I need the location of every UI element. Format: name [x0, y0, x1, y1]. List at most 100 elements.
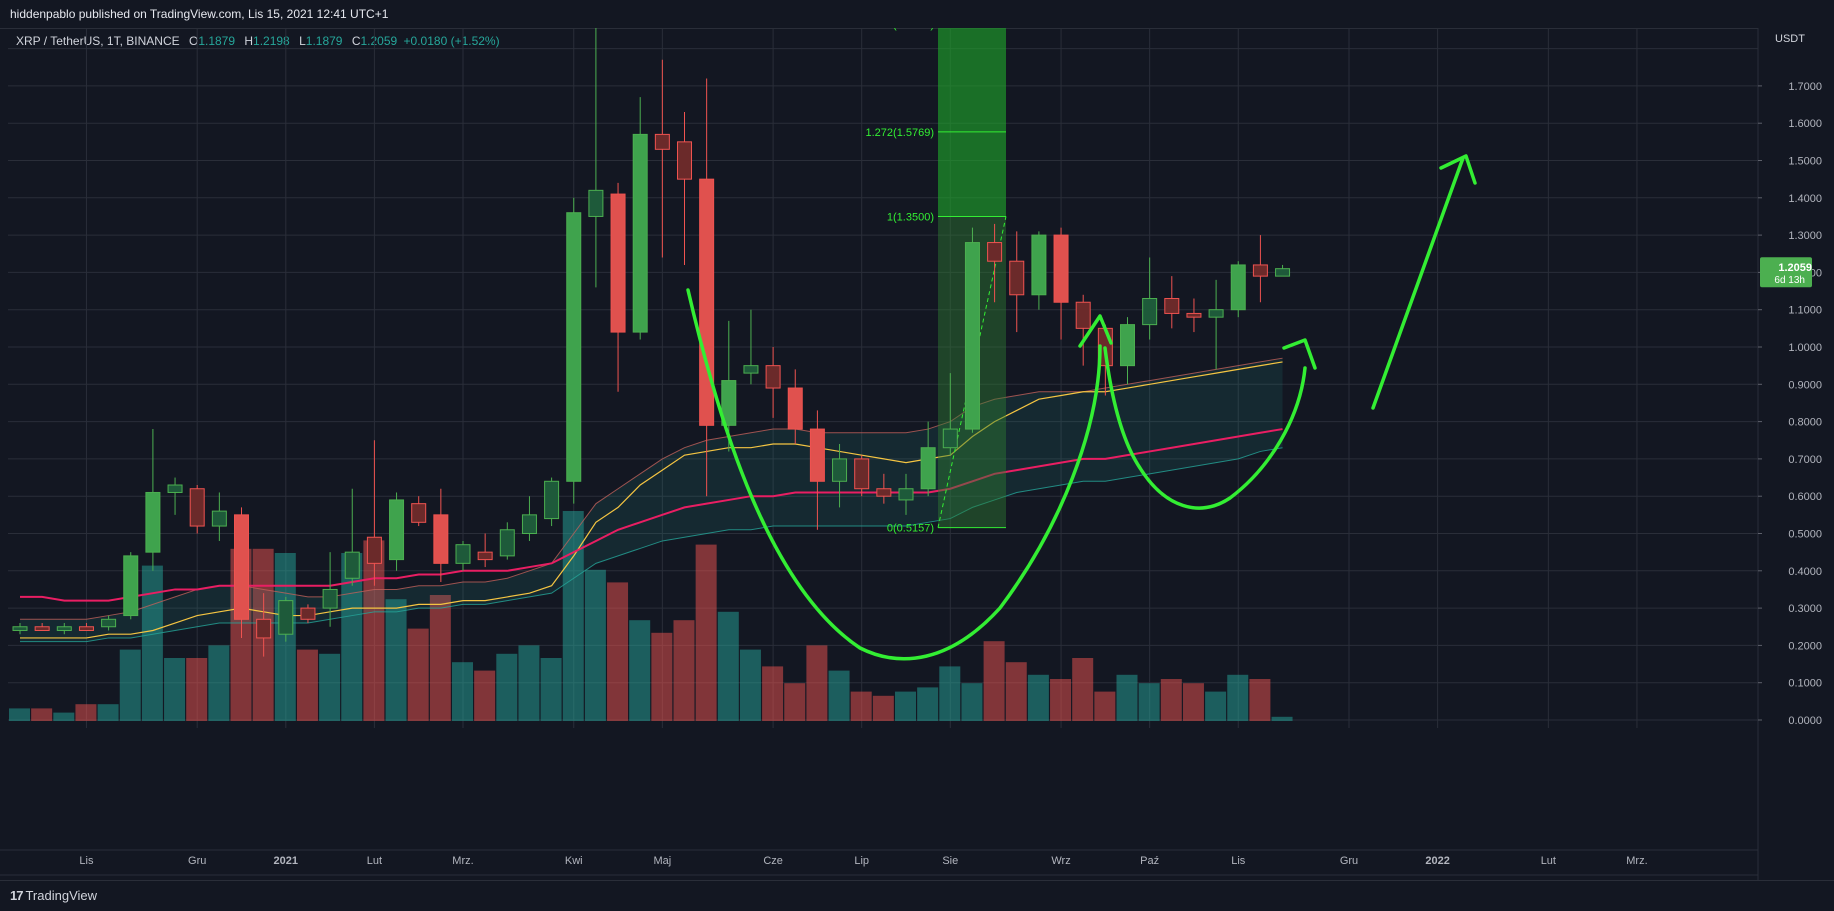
x-tick-label: Lis [1231, 855, 1246, 867]
publish-info: hiddenpablo published on TradingView.com… [10, 7, 389, 21]
y-tick-label: 0.7000 [1788, 454, 1822, 466]
candle-body [101, 618, 117, 628]
candle-body [1031, 234, 1047, 296]
y-tick-label: 1.3000 [1788, 230, 1822, 242]
candle-body [610, 193, 626, 333]
open-label: O [188, 34, 199, 48]
volume-bar [939, 666, 961, 721]
symbol-title[interactable]: XRP / TetherUS, 1T, BINANCE [16, 34, 180, 48]
candle [898, 473, 914, 515]
x-tick-label: Lis [79, 855, 94, 867]
volume-bar [673, 620, 695, 721]
candle [566, 197, 582, 504]
candle [477, 533, 493, 568]
candle-body [189, 488, 205, 527]
y-tick-label: 0.9000 [1788, 379, 1822, 391]
drawing-annotations[interactable] [686, 154, 1477, 661]
x-tick-label: Mrz. [452, 855, 473, 867]
tradingview-logo[interactable]: 17 TradingView [10, 881, 97, 911]
price-axis-bg [1758, 28, 1834, 880]
candle [34, 623, 50, 631]
candle-body [211, 510, 227, 527]
price-chart[interactable]: 0(0.5157) 1(1.3500) 1.272(1.5769) 1.618(1.8… [0, 28, 1834, 880]
volume-bar [296, 649, 318, 721]
y-tick-label: 0.8000 [1788, 417, 1822, 429]
candle-body [256, 618, 272, 639]
candle-body [278, 600, 294, 635]
ema-yellow-line [20, 361, 1283, 639]
candle-body [654, 133, 670, 150]
candle-body [499, 529, 515, 557]
candle [145, 429, 161, 571]
candle [167, 477, 183, 515]
x-tick-label: Gru [1340, 855, 1358, 867]
candle-body [123, 555, 139, 617]
candle [876, 473, 892, 504]
candle [854, 455, 870, 497]
volume-bar [518, 645, 540, 721]
candle-body [1252, 264, 1268, 277]
candle [78, 623, 94, 631]
change-value: +0.0180 (+1.52%) [403, 34, 500, 48]
last-price-value: 1.2059 [1778, 262, 1812, 274]
x-tick-label: Mrz. [1626, 855, 1647, 867]
price-axis[interactable]: USDT1.70001.60001.50001.40001.30001.2000… [1757, 28, 1834, 880]
candle-body [832, 458, 848, 482]
fib-level-label: 1.272(1.5769) [866, 127, 935, 139]
candle [1053, 227, 1069, 340]
candle-body [588, 189, 604, 217]
candle [256, 593, 272, 657]
volume-bar [739, 649, 761, 721]
candle [588, 28, 604, 288]
candle-body [765, 365, 781, 389]
volume-bar [1271, 716, 1293, 721]
volume-bar [607, 582, 629, 721]
candle [366, 440, 382, 586]
candle [964, 227, 980, 433]
candle [743, 309, 759, 385]
cup-curve [686, 288, 1102, 661]
volume-bar [1249, 679, 1271, 721]
candle-body [677, 141, 692, 180]
volume-bar [695, 544, 717, 721]
candle-body [743, 365, 759, 374]
y-tick-label: 0.1000 [1788, 678, 1822, 690]
volume-bars [9, 511, 1293, 721]
volume-bar [1050, 679, 1072, 721]
candle-body [12, 626, 28, 631]
candle [56, 623, 72, 635]
volume-bar [850, 691, 872, 721]
volume-bar [762, 666, 784, 721]
brand-name: TradingView [25, 888, 98, 903]
candle [1275, 264, 1291, 277]
candle [1031, 231, 1047, 310]
candle-body [1186, 312, 1202, 318]
volume-bar [31, 708, 53, 721]
y-tick-label: 1.1000 [1788, 305, 1822, 317]
volume-bar [452, 662, 473, 721]
candle-body [1075, 301, 1091, 329]
candle-body [300, 607, 316, 620]
volume-bar [474, 670, 496, 721]
low-label: L [299, 34, 306, 48]
candle-body [699, 178, 715, 426]
candle-body [1164, 298, 1180, 314]
candle-body [787, 387, 803, 430]
axis-unit-label: USDT [1775, 33, 1805, 45]
volume-bar [1027, 674, 1049, 721]
candle-body [809, 428, 825, 482]
y-tick-label: 0.2000 [1788, 640, 1822, 652]
time-axis[interactable]: Lis Gru 2021 Lut Mrz. Kwi Maj Cze Lip Sie Wrz Paź Li… [0, 849, 1758, 876]
volume-bar [828, 670, 850, 721]
volume-bar [872, 695, 894, 721]
candle [1075, 294, 1091, 366]
y-tick-label: 0.4000 [1788, 566, 1822, 578]
y-tick-label: 1.4000 [1788, 193, 1822, 205]
x-tick-label: Kwi [565, 855, 583, 867]
volume-bar [961, 683, 983, 721]
x-tick-label: Lut [367, 855, 382, 867]
candles [12, 28, 1291, 657]
volume-bar [983, 641, 1005, 721]
candle [344, 488, 360, 586]
candle [499, 522, 515, 560]
